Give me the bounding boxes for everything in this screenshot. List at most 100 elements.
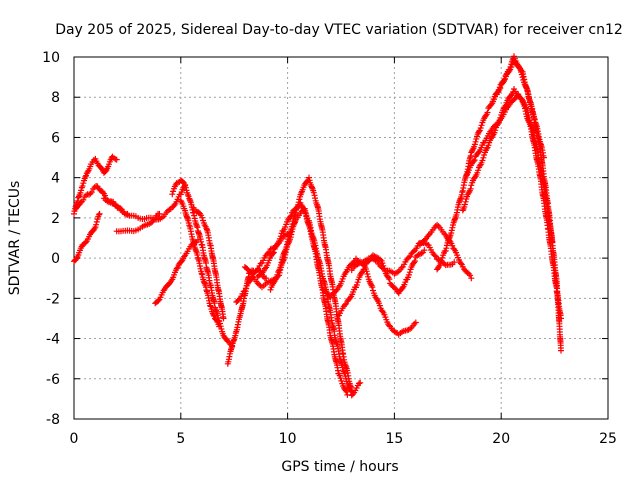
series-arc-04 bbox=[100, 182, 189, 223]
y-tick-label: -6 bbox=[46, 372, 60, 388]
data-point bbox=[462, 198, 469, 205]
data-point bbox=[485, 142, 492, 149]
data-point bbox=[412, 319, 419, 326]
data-point bbox=[386, 276, 393, 283]
data-point bbox=[439, 254, 446, 261]
data-point bbox=[406, 269, 413, 276]
y-tick-label: 4 bbox=[51, 171, 60, 187]
data-point bbox=[182, 181, 189, 188]
data-point bbox=[210, 311, 217, 318]
plot-frame bbox=[73, 56, 609, 420]
data-point bbox=[177, 197, 184, 204]
data-point bbox=[266, 249, 273, 255]
data-point bbox=[274, 271, 281, 278]
data-point bbox=[263, 275, 270, 282]
x-tick-label: 5 bbox=[176, 431, 185, 447]
data-point bbox=[370, 287, 376, 294]
data-point bbox=[354, 279, 361, 286]
series-arc-13 bbox=[254, 199, 364, 399]
x-tick-label: 0 bbox=[70, 431, 79, 447]
data-point bbox=[342, 373, 349, 380]
data-point bbox=[249, 274, 256, 281]
data-point bbox=[96, 210, 103, 217]
data-point bbox=[480, 154, 487, 161]
data-point bbox=[181, 253, 188, 260]
data-point bbox=[476, 128, 483, 135]
data-point bbox=[518, 71, 525, 78]
plot-border bbox=[73, 56, 609, 420]
data-point bbox=[482, 112, 489, 119]
x-tick-label: 15 bbox=[385, 431, 403, 447]
data-point bbox=[284, 231, 291, 237]
data-point bbox=[528, 103, 535, 110]
data-point bbox=[207, 303, 214, 310]
series-arc-01 bbox=[71, 153, 120, 217]
data-point bbox=[506, 66, 513, 73]
data-point bbox=[523, 85, 530, 92]
data-point bbox=[407, 253, 414, 260]
data-point bbox=[411, 258, 418, 264]
data-point bbox=[353, 282, 360, 288]
data-point bbox=[477, 125, 484, 131]
y-tick-label: 8 bbox=[51, 90, 60, 106]
data-point bbox=[364, 271, 371, 277]
data-point bbox=[421, 247, 428, 254]
x-axis-label: GPS time / hours bbox=[281, 459, 398, 475]
data-point bbox=[113, 156, 120, 163]
data-point bbox=[75, 194, 82, 201]
series-arc-05 bbox=[113, 210, 163, 235]
data-point bbox=[484, 109, 491, 116]
y-tick-label: 10 bbox=[42, 50, 60, 66]
data-point bbox=[438, 257, 445, 264]
data-point bbox=[466, 189, 473, 195]
data-point bbox=[476, 162, 483, 169]
x-tick-label: 10 bbox=[279, 431, 297, 447]
data-point bbox=[479, 157, 486, 164]
data-point bbox=[265, 250, 272, 256]
y-tick-label: -8 bbox=[46, 412, 60, 428]
data-point bbox=[470, 158, 477, 165]
series-arc-15 bbox=[318, 255, 419, 338]
data-point bbox=[478, 122, 485, 129]
data-point bbox=[431, 252, 438, 259]
data-point bbox=[303, 212, 310, 219]
series-arc-21 bbox=[464, 91, 556, 245]
y-tick-label: 6 bbox=[51, 130, 60, 146]
data-point bbox=[457, 260, 464, 267]
data-point bbox=[287, 214, 293, 221]
data-point bbox=[467, 185, 474, 192]
data-point bbox=[216, 323, 223, 330]
data-points bbox=[71, 53, 564, 399]
data-point bbox=[507, 63, 514, 70]
data-point bbox=[461, 201, 468, 208]
data-point bbox=[471, 157, 478, 164]
data-point bbox=[472, 138, 479, 145]
data-point bbox=[170, 188, 177, 195]
data-point bbox=[79, 183, 86, 189]
series-arc-03 bbox=[71, 210, 103, 265]
data-point bbox=[82, 173, 89, 180]
data-point bbox=[194, 237, 201, 243]
data-point bbox=[80, 196, 87, 203]
series-arc-09 bbox=[190, 204, 227, 322]
data-point bbox=[483, 145, 490, 152]
data-point bbox=[531, 116, 538, 123]
data-point bbox=[155, 297, 162, 304]
data-point bbox=[337, 375, 344, 382]
y-axis-label: SDTVAR / TECUs bbox=[7, 181, 23, 296]
data-point bbox=[287, 213, 294, 220]
data-point bbox=[360, 266, 367, 273]
data-point bbox=[467, 272, 474, 279]
x-tick-label: 25 bbox=[599, 431, 617, 447]
series-arc-14 bbox=[233, 231, 291, 305]
data-point bbox=[369, 284, 376, 291]
data-point bbox=[262, 265, 268, 272]
data-point bbox=[199, 214, 206, 221]
data-point bbox=[281, 249, 288, 256]
data-point bbox=[338, 377, 345, 384]
data-point bbox=[357, 379, 364, 386]
data-point bbox=[475, 167, 482, 174]
data-point bbox=[78, 187, 85, 194]
data-point bbox=[405, 271, 412, 278]
